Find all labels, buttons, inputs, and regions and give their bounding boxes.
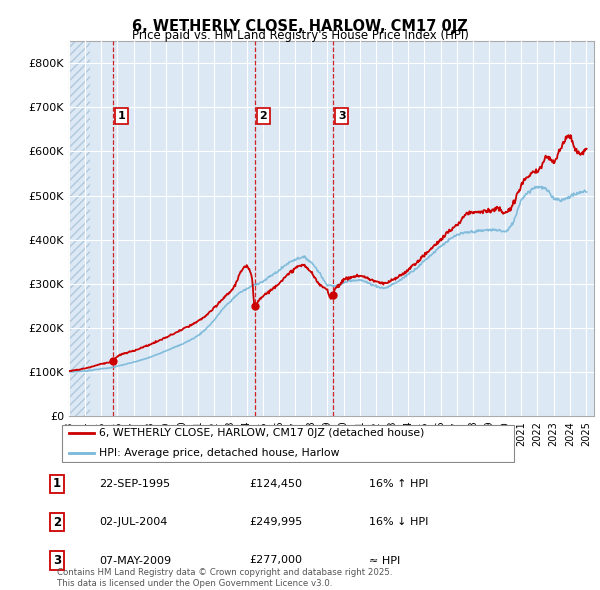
Text: 22-SEP-1995: 22-SEP-1995	[99, 479, 170, 489]
Text: 3: 3	[53, 554, 61, 567]
Text: 3: 3	[338, 112, 346, 121]
Text: £277,000: £277,000	[249, 556, 302, 565]
Text: 16% ↑ HPI: 16% ↑ HPI	[369, 479, 428, 489]
Text: £249,995: £249,995	[249, 517, 302, 527]
Text: HPI: Average price, detached house, Harlow: HPI: Average price, detached house, Harl…	[99, 448, 339, 458]
Text: 6, WETHERLY CLOSE, HARLOW, CM17 0JZ (detached house): 6, WETHERLY CLOSE, HARLOW, CM17 0JZ (det…	[99, 428, 424, 438]
Text: 16% ↓ HPI: 16% ↓ HPI	[369, 517, 428, 527]
Text: £124,450: £124,450	[249, 479, 302, 489]
Text: Price paid vs. HM Land Registry's House Price Index (HPI): Price paid vs. HM Land Registry's House …	[131, 30, 469, 42]
FancyBboxPatch shape	[62, 425, 514, 461]
Text: Contains HM Land Registry data © Crown copyright and database right 2025.
This d: Contains HM Land Registry data © Crown c…	[57, 568, 392, 588]
Text: 1: 1	[53, 477, 61, 490]
Bar	[69, 41, 90, 416]
Text: 6, WETHERLY CLOSE, HARLOW, CM17 0JZ: 6, WETHERLY CLOSE, HARLOW, CM17 0JZ	[132, 19, 468, 34]
Text: 02-JUL-2004: 02-JUL-2004	[99, 517, 167, 527]
Text: ≈ HPI: ≈ HPI	[369, 556, 400, 565]
Text: 2: 2	[53, 516, 61, 529]
Text: 2: 2	[260, 112, 268, 121]
Text: 07-MAY-2009: 07-MAY-2009	[99, 556, 171, 565]
Text: 1: 1	[118, 112, 125, 121]
